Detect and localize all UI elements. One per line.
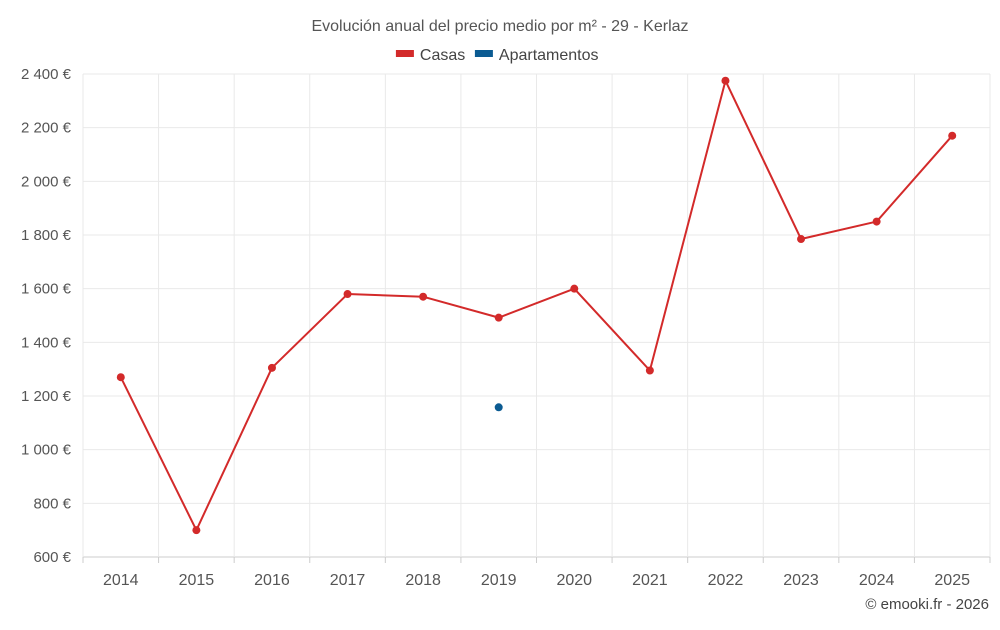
y-tick-label: 1 600 € — [21, 281, 72, 298]
x-tick-label: 2021 — [632, 572, 668, 589]
data-point[interactable] — [721, 76, 730, 85]
grid — [82, 73, 991, 558]
x-tick-label: 2020 — [556, 572, 592, 589]
data-point[interactable] — [570, 284, 579, 293]
credit-text: © emooki.fr - 2026 — [865, 596, 989, 613]
x-tick-label: 2019 — [481, 572, 517, 589]
legend[interactable]: Casas Apartamentos — [395, 47, 599, 64]
y-tick-label: 2 200 € — [21, 120, 72, 137]
series-layer — [116, 76, 957, 535]
y-tick-label: 1 000 € — [21, 442, 72, 459]
data-point[interactable] — [872, 217, 881, 226]
data-point[interactable] — [797, 235, 806, 244]
data-point[interactable] — [343, 290, 352, 299]
legend-swatch — [395, 50, 414, 57]
x-tick-label: 2014 — [103, 572, 139, 589]
y-tick-label: 1 800 € — [21, 227, 72, 244]
y-tick-label: 800 € — [33, 495, 71, 512]
x-tick-label: 2023 — [783, 572, 819, 589]
legend-swatch — [474, 50, 493, 57]
chart-title: Evolución anual del precio medio por m² … — [311, 18, 688, 35]
data-point[interactable] — [494, 313, 503, 322]
legend-label: Casas — [420, 47, 465, 64]
series-line — [119, 79, 953, 532]
data-point[interactable] — [116, 373, 125, 382]
data-point[interactable] — [645, 366, 654, 375]
legend-label: Apartamentos — [499, 47, 599, 64]
x-tick-label: 2015 — [179, 572, 215, 589]
data-point[interactable] — [192, 526, 201, 535]
x-tick-label: 2017 — [330, 572, 366, 589]
x-tick-label: 2022 — [708, 572, 744, 589]
series-apartamentos — [494, 403, 503, 412]
x-tick-label: 2025 — [934, 572, 970, 589]
y-tick-label: 2 400 € — [21, 66, 72, 83]
x-tick-label: 2024 — [859, 572, 895, 589]
data-point[interactable] — [419, 292, 428, 301]
y-axis: 600 € 800 € 1 000 € 1 200 € 1 400 € 1 600 € 1 … — [21, 66, 72, 566]
data-point[interactable] — [494, 403, 503, 412]
y-tick-label: 2 000 € — [21, 173, 72, 190]
legend-item-casas[interactable]: Casas — [395, 47, 465, 64]
y-tick-label: 1 200 € — [21, 388, 72, 405]
x-tick-label: 2016 — [254, 572, 290, 589]
y-tick-label: 1 400 € — [21, 334, 72, 351]
x-axis: 2014 2015 2016 2017 2018 2019 2020 2021 2022 2023… — [82, 557, 991, 589]
data-point[interactable] — [267, 363, 276, 372]
y-tick-label: 600 € — [33, 549, 71, 566]
data-point[interactable] — [948, 131, 957, 140]
legend-item-apartamentos[interactable]: Apartamentos — [474, 47, 599, 64]
series-casas — [116, 76, 957, 535]
x-tick-label: 2018 — [405, 572, 441, 589]
